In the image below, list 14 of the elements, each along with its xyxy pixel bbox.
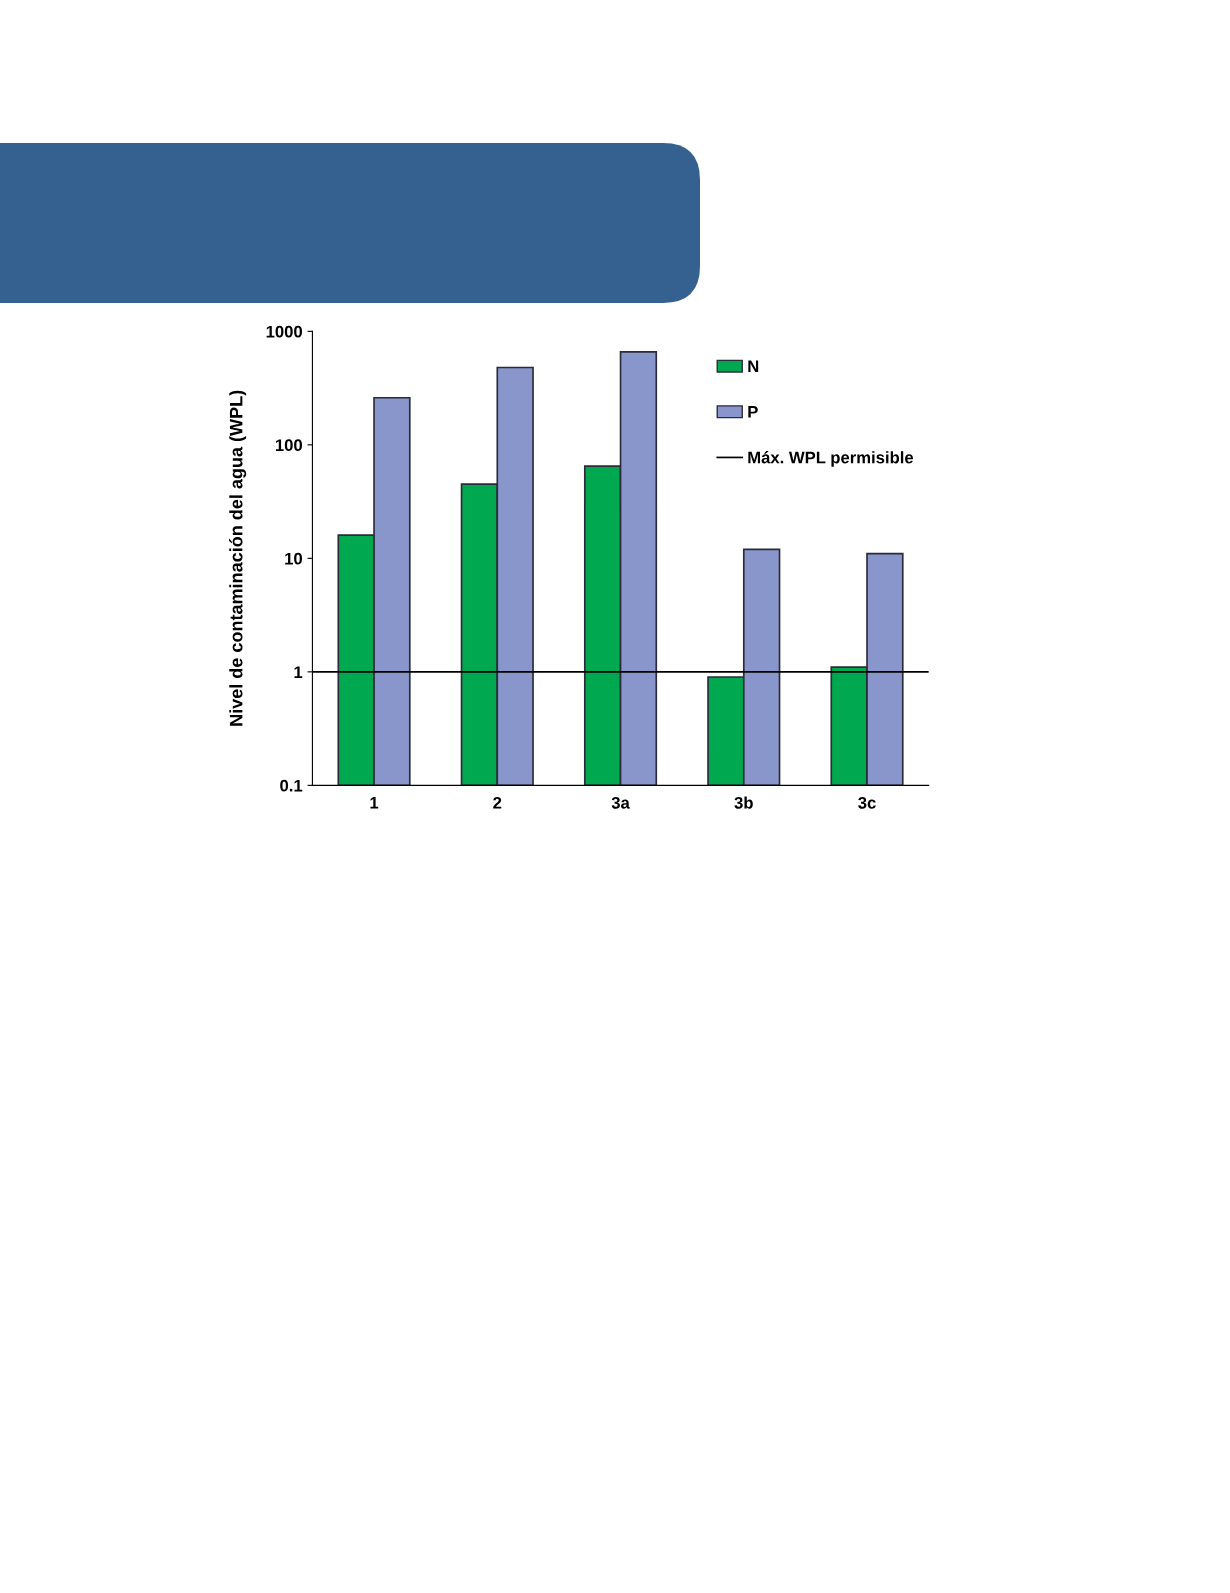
- x-tick-label: 3c: [858, 796, 876, 809]
- y-tick-label: 1000: [266, 325, 303, 338]
- y-axis-title: Nivel de contaminación del agua (WPL): [229, 390, 247, 726]
- y-tick-label: 10: [285, 552, 303, 565]
- legend-label: N: [748, 360, 759, 373]
- y-tick-label: 100: [275, 439, 303, 452]
- x-tick-label: 1: [370, 797, 379, 809]
- x-tick-label: 2: [493, 796, 502, 809]
- x-tick-label: 3b: [734, 796, 753, 809]
- legend-label: Máx. WPL permisible: [748, 451, 914, 467]
- legend-label: P: [748, 406, 758, 418]
- x-tick-label: 3a: [611, 796, 630, 809]
- y-tick-label: 1: [294, 666, 303, 678]
- y-tick-label: 0.1: [280, 779, 303, 792]
